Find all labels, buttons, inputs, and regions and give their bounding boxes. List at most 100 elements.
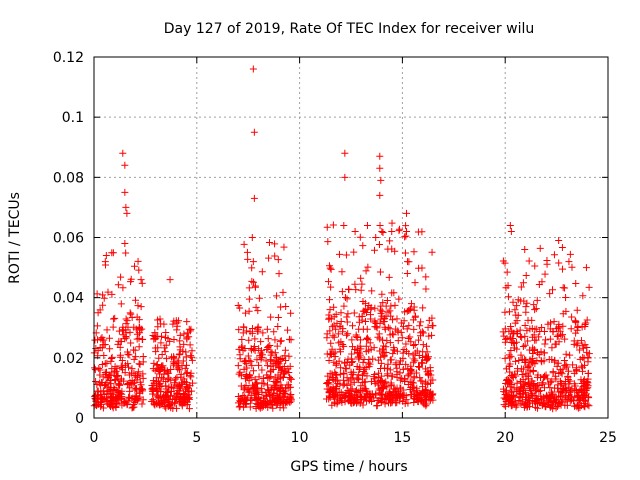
data-point xyxy=(331,353,339,361)
data-point xyxy=(185,387,193,395)
data-point xyxy=(354,371,362,379)
data-point xyxy=(248,362,256,370)
data-point xyxy=(334,376,342,384)
data-point xyxy=(384,308,392,316)
data-point xyxy=(401,249,409,257)
data-point xyxy=(419,341,427,349)
data-point xyxy=(424,323,432,331)
data-point xyxy=(382,343,390,351)
data-point xyxy=(170,392,178,400)
data-point xyxy=(253,379,261,387)
data-point xyxy=(183,368,191,376)
data-point xyxy=(404,258,412,266)
data-point xyxy=(241,393,249,401)
data-point xyxy=(540,349,548,357)
data-point xyxy=(505,327,513,335)
data-point xyxy=(348,336,356,344)
data-point xyxy=(135,334,143,342)
data-point xyxy=(411,279,419,287)
data-point xyxy=(238,336,246,344)
data-point xyxy=(108,365,116,373)
data-point xyxy=(251,335,259,343)
data-point xyxy=(421,400,429,408)
data-point xyxy=(274,322,282,330)
data-point xyxy=(251,375,259,383)
data-point xyxy=(410,355,418,363)
data-point xyxy=(165,374,173,382)
data-point xyxy=(415,363,423,371)
data-point xyxy=(279,373,287,381)
data-point xyxy=(508,392,516,400)
data-point xyxy=(329,391,337,399)
data-point xyxy=(149,386,157,394)
data-point xyxy=(326,350,334,358)
x-axis-title: GPS time / hours xyxy=(290,459,407,475)
data-point xyxy=(92,377,100,385)
data-point xyxy=(275,384,283,392)
data-point xyxy=(170,335,178,343)
data-point xyxy=(236,304,244,312)
data-point xyxy=(241,345,249,353)
data-point xyxy=(327,385,335,393)
data-point xyxy=(172,381,180,389)
data-point xyxy=(276,363,284,371)
y-axis-title: ROTI / TECUs xyxy=(7,192,23,284)
data-point xyxy=(553,362,561,370)
data-point xyxy=(575,391,583,399)
data-point xyxy=(389,316,397,324)
data-point xyxy=(384,360,392,368)
data-point xyxy=(94,387,102,395)
data-point xyxy=(98,360,106,368)
data-point xyxy=(162,382,170,390)
data-point xyxy=(422,273,430,281)
data-point xyxy=(538,380,546,388)
data-point xyxy=(257,338,265,346)
data-point xyxy=(575,402,583,410)
data-point xyxy=(367,378,375,386)
data-point xyxy=(113,394,121,402)
data-point xyxy=(391,387,399,395)
data-point xyxy=(148,385,156,393)
data-point xyxy=(359,242,367,250)
data-point xyxy=(352,388,360,396)
data-point xyxy=(381,400,389,408)
data-point xyxy=(122,203,130,211)
data-point xyxy=(109,315,117,323)
data-point xyxy=(103,326,111,334)
data-point xyxy=(584,401,592,409)
data-point xyxy=(350,392,358,400)
data-point xyxy=(428,248,436,256)
data-point xyxy=(565,258,573,266)
data-point xyxy=(347,396,355,404)
data-point xyxy=(96,379,104,387)
data-point xyxy=(255,294,263,302)
data-point xyxy=(428,322,436,330)
data-point xyxy=(341,149,349,157)
data-point xyxy=(362,267,370,275)
data-point xyxy=(151,329,159,337)
data-point xyxy=(237,397,245,405)
data-point xyxy=(582,264,590,272)
data-point xyxy=(367,304,375,312)
data-point xyxy=(234,392,242,400)
data-point xyxy=(521,379,529,387)
data-point xyxy=(363,335,371,343)
data-point xyxy=(418,359,426,367)
data-point xyxy=(374,374,382,382)
data-point xyxy=(555,388,563,396)
data-point xyxy=(123,209,131,217)
data-point xyxy=(181,364,189,372)
data-point xyxy=(533,296,541,304)
data-point xyxy=(525,257,533,265)
data-point xyxy=(343,374,351,382)
data-point xyxy=(328,345,336,353)
data-point xyxy=(528,324,536,332)
data-point xyxy=(236,368,244,376)
data-point xyxy=(285,369,293,377)
data-point xyxy=(572,318,580,326)
data-point xyxy=(515,396,523,404)
data-point xyxy=(571,402,579,410)
data-point xyxy=(100,352,108,360)
y-tick-label: 0.06 xyxy=(53,231,84,247)
